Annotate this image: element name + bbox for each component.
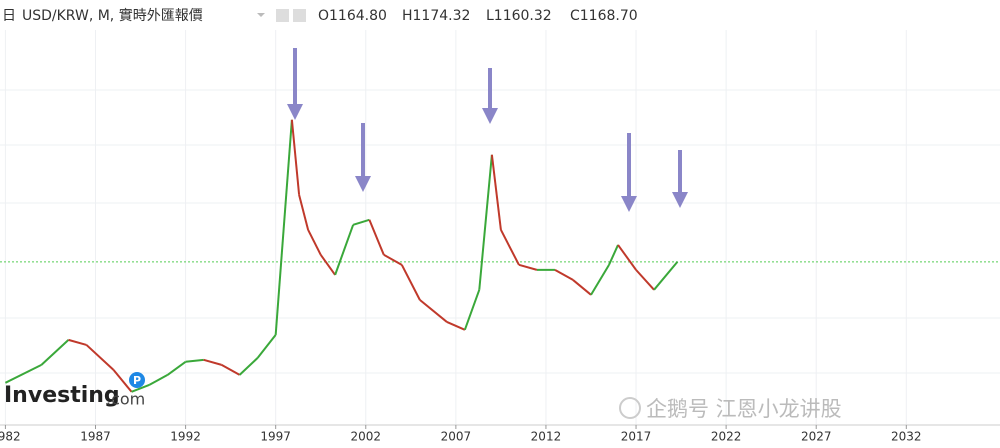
dropdown-icon[interactable] (257, 13, 265, 17)
price-segment (463, 289, 481, 331)
ohlc-value: L1160.32 (486, 8, 552, 24)
price-segment (40, 339, 70, 366)
price-segment (319, 254, 336, 276)
price-segment (203, 358, 222, 366)
price-segment (307, 229, 322, 256)
price-segment (298, 194, 310, 231)
price-segment (478, 154, 493, 290)
close-icon[interactable] (293, 9, 306, 22)
x-tick-label: 1992 (170, 430, 201, 444)
price-segment (68, 338, 87, 346)
badge (129, 372, 145, 388)
price-segment (635, 269, 655, 291)
arrow-head (355, 176, 371, 192)
x-tick-label: 2022 (711, 430, 742, 444)
x-tick-label: 1997 (260, 430, 291, 444)
badge-text: P (133, 374, 141, 387)
price-segment (290, 119, 301, 195)
price-segment (221, 363, 241, 376)
price-segment (185, 358, 204, 363)
price-segment (85, 344, 115, 371)
watermark-suffix: .com (106, 390, 145, 409)
x-tick-label: 2012 (531, 430, 562, 444)
arrow-head (482, 108, 498, 124)
x-tick-label: 1987 (80, 430, 111, 444)
ohlc-value: H1174.32 (402, 8, 470, 24)
settings-icon[interactable] (276, 9, 289, 22)
annotations (287, 48, 688, 212)
credit-icon (619, 397, 641, 419)
grid (0, 30, 1000, 425)
price-segment (572, 279, 592, 296)
price-segment (256, 334, 277, 359)
price-segment (608, 244, 619, 266)
price-segment (490, 154, 502, 230)
ohlc-value: C1168.70 (570, 8, 638, 24)
price-segment (149, 374, 169, 386)
price-segment (112, 369, 133, 393)
x-tick-label: 2027 (801, 430, 832, 444)
price-segment (500, 229, 520, 266)
watermark: Investing (4, 383, 120, 408)
price-segment (653, 261, 679, 291)
arrow-head (672, 192, 688, 208)
price-segment (131, 383, 150, 393)
x-tick-label: 2017 (621, 430, 652, 444)
price-segment (419, 299, 448, 323)
price-segment (518, 263, 538, 271)
ohlc-value: O1164.80 (318, 8, 387, 24)
price-segment (446, 321, 466, 331)
x-tick-label: 2002 (350, 430, 381, 444)
price-segment (238, 357, 259, 376)
arrow-head (621, 196, 637, 212)
arrow-head (287, 104, 303, 120)
price-segment (334, 224, 355, 276)
header-title: USD/KRW, M, 實時外匯報價 (22, 7, 203, 24)
price-segment (590, 264, 610, 296)
price-segment (274, 119, 293, 335)
credit: 企鹅号 江恩小龙讲股 (646, 397, 842, 421)
price-segment (383, 253, 403, 266)
price-segment (554, 268, 574, 281)
price-segment (166, 360, 187, 376)
price-segment (4, 363, 42, 384)
price-segment (617, 244, 637, 271)
price-segment (352, 218, 370, 226)
price-segment (368, 219, 385, 256)
header-prefix: 日 (2, 8, 16, 24)
x-tick-label: 2032 (891, 430, 922, 444)
x-tick-label: 1982 (0, 430, 21, 444)
x-tick-label: 2007 (441, 430, 472, 444)
price-segment (400, 264, 421, 301)
